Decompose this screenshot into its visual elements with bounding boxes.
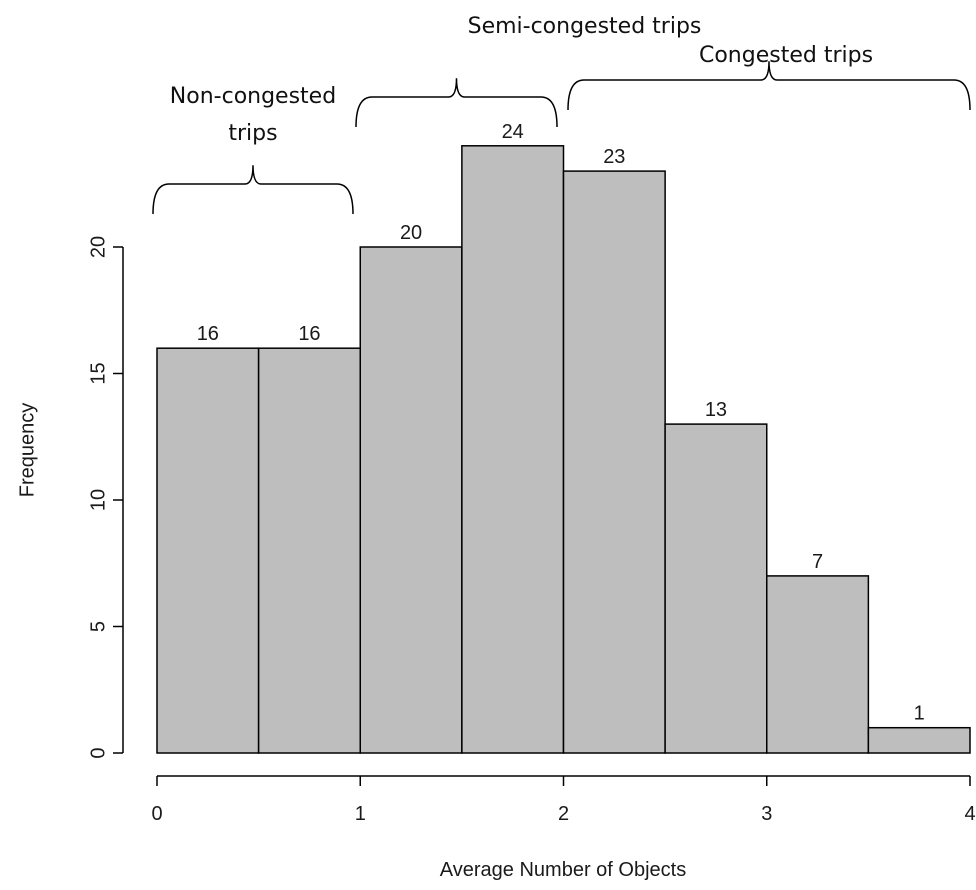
bar-value-label-3: 24 (502, 121, 524, 143)
brace-2 (567, 61, 971, 111)
annotation-label-0-0: Non-congested (170, 84, 336, 109)
bar-1 (257, 347, 361, 754)
x-tick-label-4: 4 (964, 803, 975, 825)
annotation-label-2-0: Congested trips (699, 43, 873, 68)
x-tick-label-0: 0 (151, 803, 162, 825)
bar-2 (359, 246, 463, 754)
bar-value-label-6: 7 (812, 551, 823, 573)
x-tick-label-1: 1 (355, 803, 366, 825)
bar-value-label-5: 13 (705, 399, 727, 421)
y-axis: 0 5 10 15 20 (87, 236, 124, 759)
x-tick-label-3: 3 (761, 803, 772, 825)
y-tick-label-2: 10 (87, 489, 109, 511)
annotation-label-0-1: trips (228, 121, 277, 146)
x-axis-title: Average Number of Objects (440, 859, 686, 881)
bar-value-label-0: 16 (197, 323, 219, 345)
x-tick-label-2: 2 (558, 803, 569, 825)
annotations-group: Non-congested trips Semi-congested trips Co… (152, 14, 971, 215)
bar-labels-group: 16 16 20 24 23 13 7 1 (197, 121, 925, 725)
brace-0 (152, 165, 354, 215)
y-tick-label-1: 5 (87, 621, 109, 632)
bar-value-label-2: 20 (400, 222, 422, 244)
x-axis: 0 1 2 3 4 (151, 775, 976, 825)
bar-7 (867, 726, 971, 754)
y-tick-label-3: 15 (87, 362, 109, 384)
y-tick-label-4: 20 (87, 236, 109, 258)
bar-value-label-7: 1 (914, 703, 925, 725)
bar-value-label-1: 16 (298, 323, 320, 345)
bars-group (156, 145, 971, 754)
y-tick-label-0: 0 (87, 747, 109, 758)
bar-4 (562, 170, 666, 754)
bar-5 (664, 423, 768, 754)
y-axis-title: Frequency (16, 403, 38, 498)
bar-0 (156, 347, 260, 754)
bar-6 (766, 575, 870, 754)
brace-1 (355, 78, 558, 128)
bar-value-label-4: 23 (603, 146, 625, 168)
annotation-label-1-0: Semi-congested trips (468, 14, 702, 39)
bar-3 (461, 145, 565, 754)
